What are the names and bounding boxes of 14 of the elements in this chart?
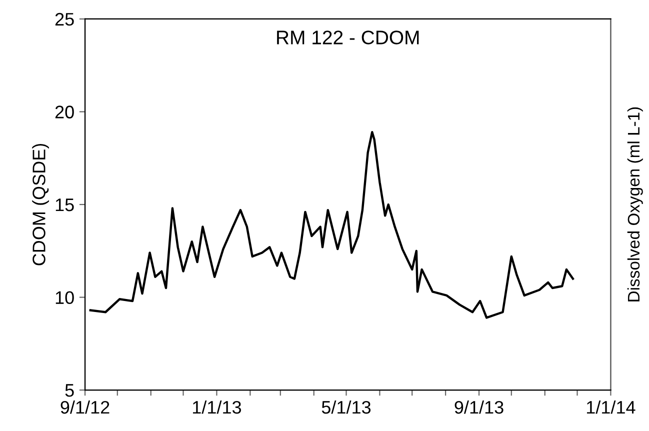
x-tick-label: 9/1/12: [60, 400, 110, 414]
x-tick-label: 1/1/14: [586, 400, 636, 414]
y-tick-label: 20: [55, 106, 74, 118]
x-tick-label: 5/1/13: [322, 400, 371, 414]
y-tick-label: 10: [56, 291, 74, 304]
line-series: [89, 131, 574, 319]
y-tick-label: 25: [55, 12, 74, 26]
x-tick-label: 1/1/13: [192, 400, 242, 414]
y-axis-title: CDOM (QSDE): [32, 144, 49, 266]
y2-axis-title: Dissolved Oxygen (ml L-1): [627, 107, 643, 302]
chart-title: RM 122 - CDOM: [277, 30, 419, 44]
x-tick-label: 9/1/13: [454, 400, 504, 414]
y-tick-label: 5: [65, 384, 74, 397]
y-tick-label: 15: [56, 198, 74, 212]
